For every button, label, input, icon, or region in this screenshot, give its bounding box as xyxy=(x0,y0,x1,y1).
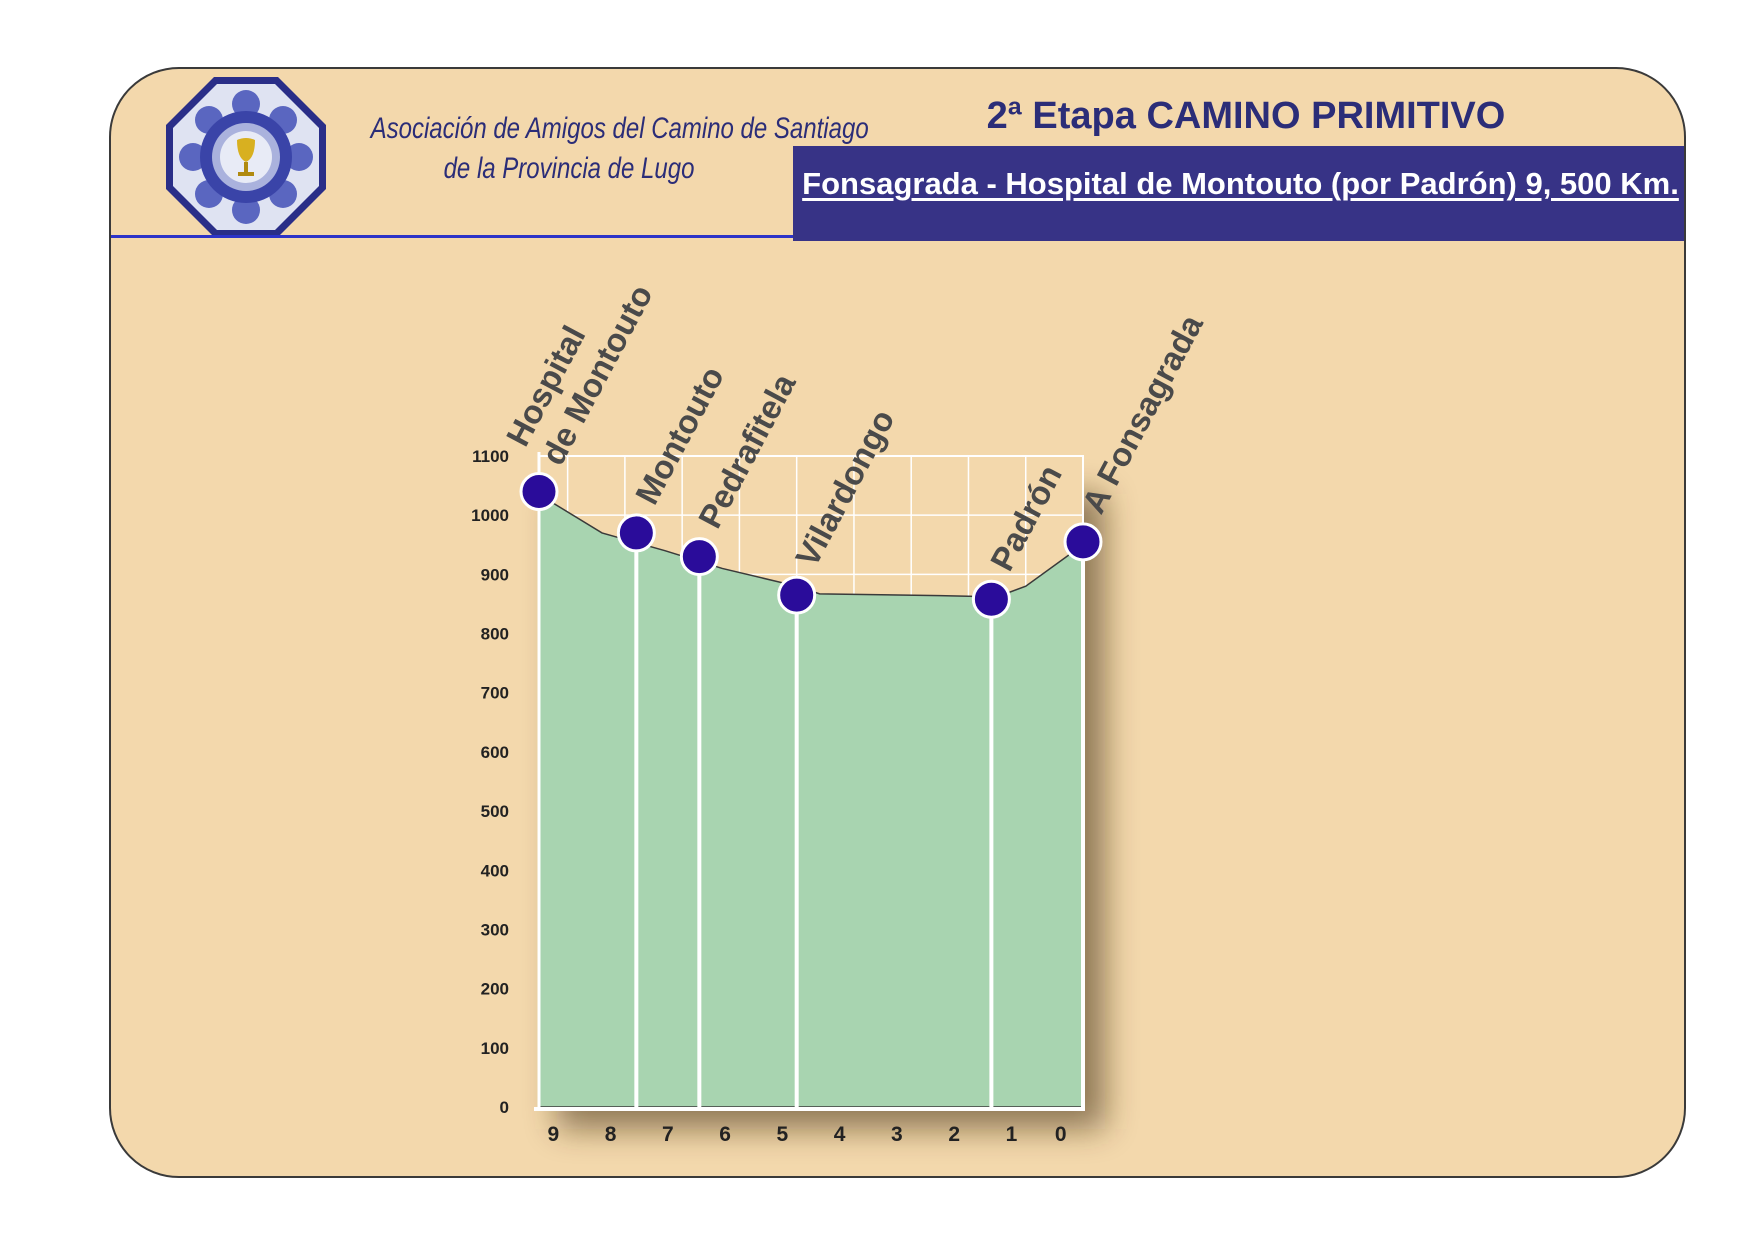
y-tick-label: 0 xyxy=(500,1098,509,1117)
x-tick-label: 9 xyxy=(547,1123,559,1146)
y-tick-label: 1100 xyxy=(472,447,509,466)
association-seal-logo xyxy=(166,77,326,237)
waypoint-label: Hospitalde Montouto xyxy=(499,260,660,471)
x-tick-label: 2 xyxy=(948,1123,960,1146)
y-tick-label: 100 xyxy=(481,1039,509,1058)
y-tick-label: 300 xyxy=(481,920,509,939)
y-tick-label: 1000 xyxy=(471,506,509,525)
y-tick-label: 200 xyxy=(481,980,509,999)
route-title: Fonsagrada - Hospital de Montouto (por P… xyxy=(802,166,1679,201)
waypoint-marker xyxy=(777,575,817,615)
y-tick-label: 400 xyxy=(481,861,509,880)
x-tick-label: 4 xyxy=(834,1123,846,1146)
y-tick-label: 600 xyxy=(481,743,509,762)
stage-title: 2ª Etapa CAMINO PRIMITIVO xyxy=(986,95,1506,137)
y-tick-label: 900 xyxy=(481,565,509,584)
y-axis-ticks: 0 100 200 300 400 500 600 700 800 900 1000 1100 xyxy=(471,447,509,1117)
x-tick-label: 8 xyxy=(605,1123,617,1146)
header-divider xyxy=(111,235,801,238)
x-tick-label: 1 xyxy=(1006,1123,1018,1146)
waypoint-marker xyxy=(519,472,559,512)
waypoint-label: A Fonsagrada xyxy=(1075,308,1211,519)
x-tick-label: 0 xyxy=(1055,1123,1067,1146)
y-tick-label: 700 xyxy=(481,684,509,703)
x-tick-label: 3 xyxy=(891,1123,903,1146)
waypoint-drop-lines xyxy=(634,532,1085,1107)
waypoint-marker xyxy=(1063,522,1103,562)
waypoint-markers xyxy=(519,472,1103,619)
y-tick-label: 500 xyxy=(481,802,509,821)
x-axis-ticks: 9 8 7 6 5 4 3 2 1 0 xyxy=(547,1123,1066,1146)
waypoint-marker xyxy=(616,513,656,553)
route-banner: Fonsagrada - Hospital de Montouto (por P… xyxy=(793,146,1684,241)
y-tick-label: 800 xyxy=(481,625,509,644)
association-line-2: de la Provincia de Lugo xyxy=(443,152,695,185)
x-tick-label: 7 xyxy=(662,1123,674,1146)
x-tick-label: 5 xyxy=(777,1123,789,1146)
chart-axes xyxy=(534,452,1085,1111)
x-tick-label: 6 xyxy=(719,1123,731,1146)
waypoint-marker xyxy=(679,537,719,577)
waypoint-marker xyxy=(971,579,1011,619)
